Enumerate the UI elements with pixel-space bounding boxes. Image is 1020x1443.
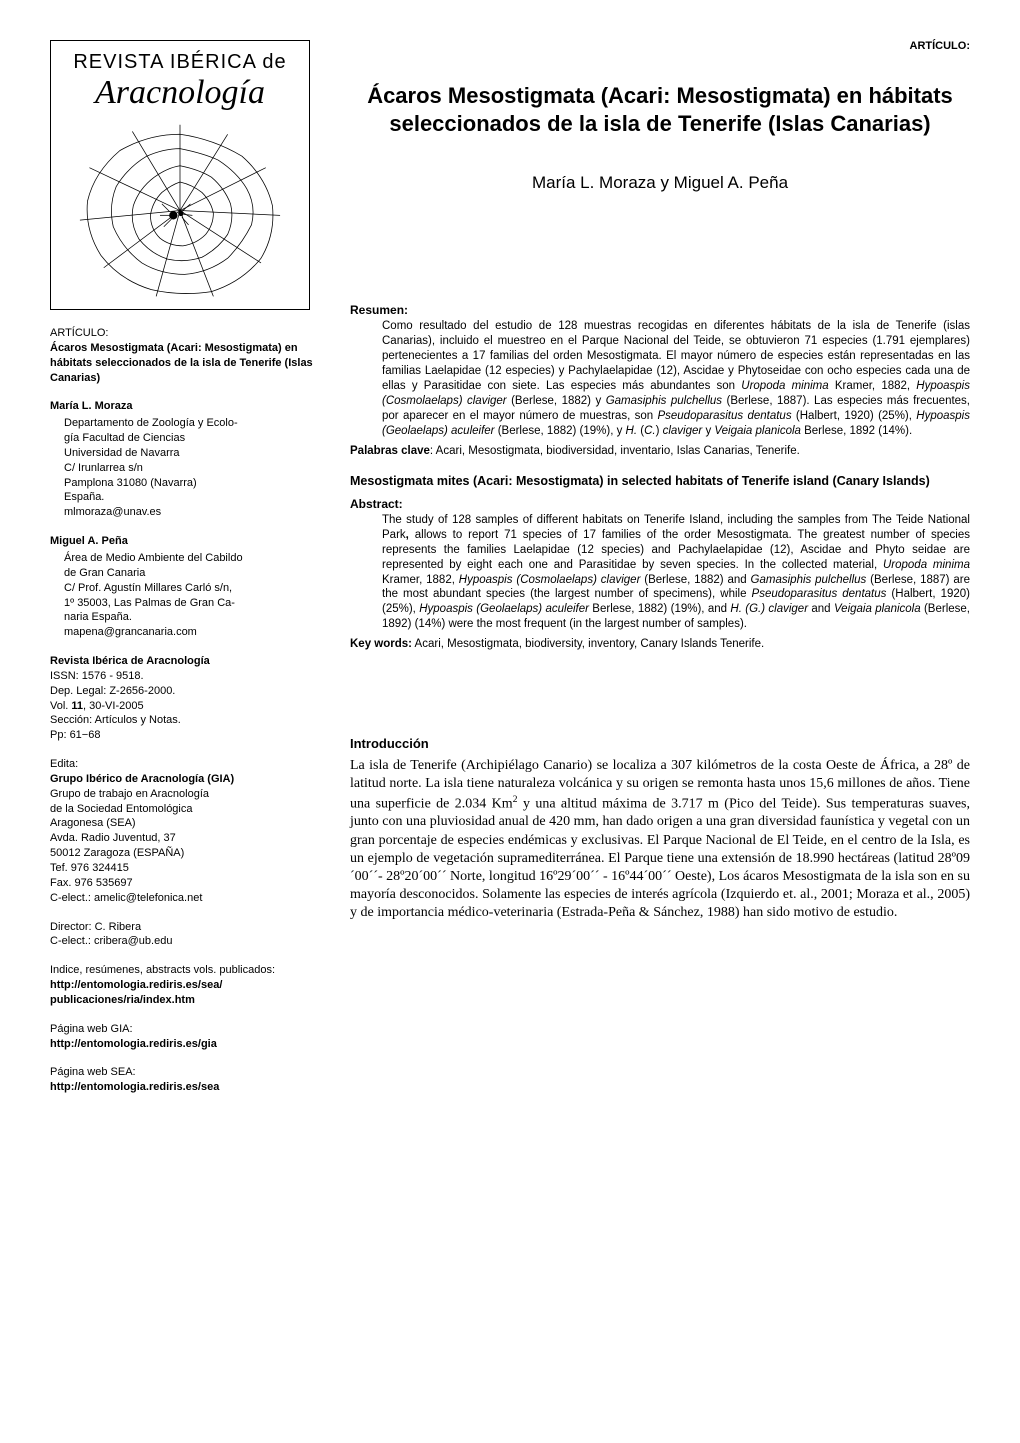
author1-affiliation: Departamento de Zoología y Ecolo- gía Fa… <box>64 416 320 520</box>
logo-line2: Aracnología <box>95 70 265 116</box>
article-title: Ácaros Mesostigmata (Acari: Mesostigmata… <box>360 82 960 137</box>
keywords-text: Acari, Mesostigmata, biodiversity, inven… <box>412 638 764 650</box>
edita-group: Grupo Ibérico de Aracnología (GIA) <box>50 772 320 787</box>
abstract-heading: Abstract: <box>350 497 970 511</box>
spiderweb-icon <box>65 120 295 301</box>
journal-details: ISSN: 1576 - 9518. Dep. Legal: Z-2656-20… <box>50 669 320 743</box>
sidebar-gia: Página web GIA: http://entomologia.redir… <box>50 1022 320 1052</box>
article-ref-title: Ácaros Mesostigmata (Acari: Mesostigmata… <box>50 342 313 384</box>
abstract-keywords: Key words: Acari, Mesostigmata, biodiver… <box>350 638 970 650</box>
main-column: ARTÍCULO: Ácaros Mesostigmata (Acari: Me… <box>350 40 970 1413</box>
sea-label: Página web SEA: <box>50 1065 320 1080</box>
resumen-heading: Resumen: <box>350 303 970 317</box>
keywords-label: Key words: <box>350 638 412 650</box>
sea-url: http://entomologia.rediris.es/sea <box>50 1080 320 1095</box>
sidebar-article-ref: ARTÍCULO: Ácaros Mesostigmata (Acari: Me… <box>50 326 320 385</box>
introduccion-heading: Introducción <box>350 736 970 751</box>
sidebar-sea: Página web SEA: http://entomologia.redir… <box>50 1065 320 1095</box>
author2-affiliation: Área de Medio Ambiente del Cabildo de Gr… <box>64 551 320 640</box>
author2-name: Miguel A. Peña <box>50 534 320 549</box>
abstract-body: The study of 128 samples of different ha… <box>382 513 970 633</box>
indice-label: Indice, resúmenes, abstracts vols. publi… <box>50 963 320 978</box>
journal-heading: Revista Ibérica de Aracnología <box>50 654 320 669</box>
sidebar-director: Director: C. Ribera C-elect.: cribera@ub… <box>50 920 320 950</box>
corner-articulo-label: ARTÍCULO: <box>350 40 970 52</box>
journal-logo-box: REVISTA IBÉRICA de Aracnología <box>50 40 310 310</box>
resumen-body: Como resultado del estudio de 128 muestr… <box>382 319 970 439</box>
sidebar: REVISTA IBÉRICA de Aracnología <box>50 40 320 1413</box>
resumen-keywords: Palabras clave: Acari, Mesostigmata, bio… <box>350 445 970 457</box>
abstract-title: Mesostigmata mites (Acari: Mesostigmata)… <box>350 473 970 489</box>
palabras-clave-label: Palabras clave <box>350 445 430 457</box>
sidebar-indice: Indice, resúmenes, abstracts vols. publi… <box>50 963 320 1008</box>
article-authors: María L. Moraza y Miguel A. Peña <box>350 173 970 193</box>
edita-heading: Edita: <box>50 757 320 772</box>
sidebar-author2: Miguel A. Peña Área de Medio Ambiente de… <box>50 534 320 640</box>
articulo-label: ARTÍCULO: <box>50 327 108 339</box>
sidebar-journal-info: Revista Ibérica de Aracnología ISSN: 157… <box>50 654 320 743</box>
edita-details: Grupo de trabajo en Aracnología de la So… <box>50 787 320 906</box>
introduccion-body: La isla de Tenerife (Archipiélago Canari… <box>350 757 970 922</box>
gia-label: Página web GIA: <box>50 1022 320 1037</box>
author1-name: María L. Moraza <box>50 399 320 414</box>
sidebar-author1: María L. Moraza Departamento de Zoología… <box>50 399 320 520</box>
gia-url: http://entomologia.rediris.es/gia <box>50 1037 320 1052</box>
palabras-clave-text: : Acari, Mesostigmata, biodiversidad, in… <box>430 445 800 457</box>
sidebar-edita: Edita: Grupo Ibérico de Aracnología (GIA… <box>50 757 320 905</box>
indice-url: http://entomologia.rediris.es/sea/ publi… <box>50 978 320 1008</box>
